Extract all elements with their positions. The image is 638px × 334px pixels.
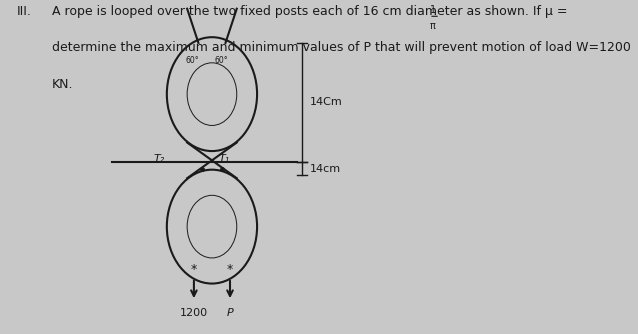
Text: determine the maximum and minimum values of P that will prevent motion of load W: determine the maximum and minimum values… [52, 41, 630, 54]
Text: *: * [191, 263, 197, 276]
Text: 14Cm: 14Cm [309, 98, 343, 108]
Text: 1200: 1200 [180, 308, 208, 318]
Text: T₂: T₂ [153, 154, 165, 164]
Text: *: * [227, 263, 233, 276]
Text: 14cm: 14cm [309, 164, 341, 174]
Text: KN.: KN. [52, 77, 73, 91]
Text: 60°: 60° [186, 56, 200, 65]
Text: 60°: 60° [214, 56, 228, 65]
Text: P: P [226, 308, 234, 318]
Text: π: π [430, 21, 436, 31]
Text: A rope is looped over the two fixed posts each of 16 cm diameter as shown. If μ : A rope is looped over the two fixed post… [52, 5, 567, 18]
Text: T₁: T₁ [219, 154, 230, 164]
Text: 1: 1 [430, 5, 436, 15]
Text: III.: III. [17, 5, 31, 18]
